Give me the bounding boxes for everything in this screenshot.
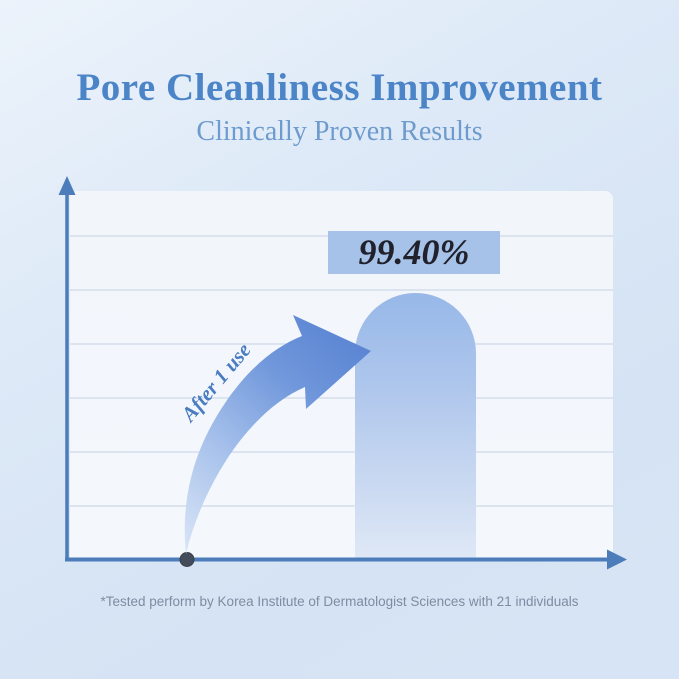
footnote: *Tested perform by Korea Institute of De… xyxy=(100,594,579,609)
gridline xyxy=(70,289,613,291)
page-title: Pore Cleanliness Improvement xyxy=(76,66,603,109)
gridline xyxy=(70,343,613,345)
page-subtitle: Clinically Proven Results xyxy=(196,116,483,147)
value-badge: 99.40% xyxy=(328,231,500,274)
value-label: 99.40% xyxy=(358,231,470,272)
gridline xyxy=(70,451,613,453)
gridline xyxy=(70,505,613,507)
gridline xyxy=(70,397,613,399)
bar-after-1-use xyxy=(355,293,476,559)
